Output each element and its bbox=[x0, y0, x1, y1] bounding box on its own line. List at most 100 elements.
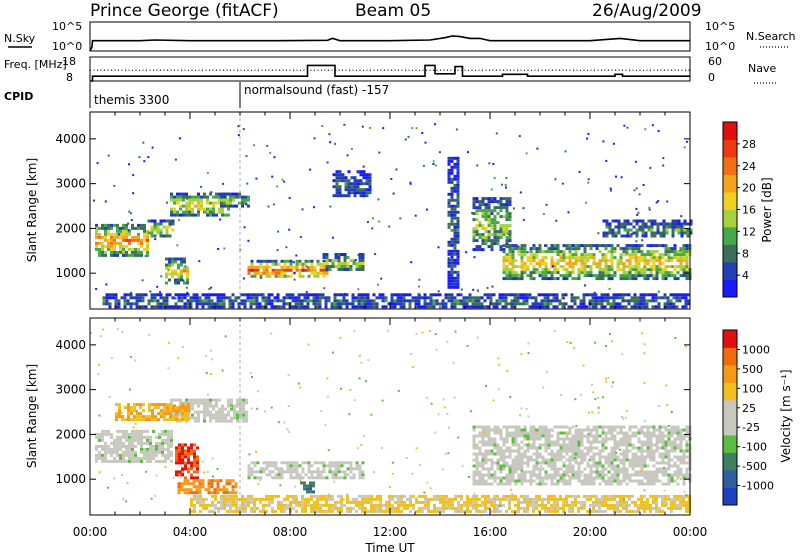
data-cell bbox=[162, 219, 166, 223]
data-cell bbox=[247, 473, 251, 477]
freq-left-tick-bottom: 8 bbox=[66, 71, 73, 84]
data-cell bbox=[168, 266, 171, 270]
data-cell bbox=[478, 461, 482, 465]
data-cell bbox=[625, 277, 629, 281]
data-cell bbox=[640, 458, 644, 462]
data-cell bbox=[665, 225, 669, 229]
data-cell bbox=[618, 302, 622, 306]
data-cell bbox=[526, 268, 530, 272]
data-cell bbox=[589, 443, 593, 447]
data-cell bbox=[505, 197, 509, 201]
data-cell bbox=[153, 293, 157, 297]
data-cell bbox=[678, 296, 682, 300]
noise-cell bbox=[142, 141, 145, 144]
data-cell bbox=[649, 434, 653, 438]
data-cell bbox=[576, 296, 580, 300]
data-cell bbox=[613, 470, 617, 474]
noise-cell bbox=[587, 181, 590, 184]
data-cell bbox=[472, 482, 476, 486]
data-cell bbox=[661, 277, 665, 281]
data-cell bbox=[292, 464, 296, 468]
data-cell bbox=[304, 506, 307, 510]
data-cell bbox=[538, 509, 541, 513]
data-cell bbox=[277, 506, 280, 510]
data-cell bbox=[508, 274, 512, 278]
data-cell bbox=[471, 305, 475, 309]
data-cell bbox=[574, 431, 578, 435]
data-cell bbox=[580, 262, 584, 266]
data-cell bbox=[511, 256, 515, 260]
data-cell bbox=[562, 500, 565, 504]
data-cell bbox=[366, 293, 370, 297]
data-cell bbox=[234, 491, 238, 495]
data-cell bbox=[583, 452, 587, 456]
data-cell bbox=[493, 425, 497, 429]
data-cell bbox=[447, 204, 451, 208]
data-cell bbox=[101, 447, 104, 451]
data-cell bbox=[478, 503, 481, 507]
data-cell bbox=[116, 253, 119, 257]
data-cell bbox=[685, 431, 689, 435]
data-cell bbox=[176, 192, 179, 196]
data-cell bbox=[197, 401, 200, 405]
data-cell bbox=[562, 509, 565, 513]
data-cell bbox=[618, 296, 622, 300]
data-cell bbox=[523, 497, 526, 501]
data-cell bbox=[262, 271, 266, 275]
data-cell bbox=[193, 455, 196, 459]
data-cell bbox=[577, 464, 581, 468]
data-cell bbox=[453, 252, 457, 256]
data-cell bbox=[640, 259, 644, 263]
data-cell bbox=[301, 274, 305, 278]
data-cell bbox=[242, 401, 245, 405]
data-cell bbox=[684, 302, 688, 306]
data-cell bbox=[529, 274, 533, 278]
data-cell bbox=[203, 416, 206, 420]
data-cell bbox=[456, 302, 460, 306]
power-colorbar-label: Power [dB] bbox=[760, 177, 774, 242]
data-cell bbox=[364, 494, 367, 498]
data-cell bbox=[421, 506, 424, 510]
data-cell bbox=[253, 271, 257, 275]
data-cell bbox=[513, 293, 517, 297]
data-cell bbox=[580, 452, 584, 456]
data-cell bbox=[436, 506, 439, 510]
data-cell bbox=[165, 281, 168, 285]
data-cell bbox=[412, 494, 415, 498]
data-cell bbox=[116, 232, 119, 236]
data-cell bbox=[628, 440, 632, 444]
data-cell bbox=[197, 198, 200, 202]
data-cell bbox=[535, 428, 539, 432]
data-cell bbox=[307, 503, 310, 507]
data-cell bbox=[481, 434, 485, 438]
data-cell bbox=[478, 464, 482, 468]
data-cell bbox=[562, 431, 566, 435]
data-cell bbox=[316, 497, 319, 501]
data-cell bbox=[165, 266, 168, 270]
data-cell bbox=[552, 305, 556, 309]
data-cell bbox=[352, 500, 355, 504]
data-cell bbox=[312, 296, 316, 300]
data-cell bbox=[337, 506, 340, 510]
data-cell bbox=[641, 222, 645, 226]
data-cell bbox=[271, 268, 275, 272]
data-cell bbox=[346, 500, 349, 504]
data-cell bbox=[250, 497, 253, 501]
data-cell bbox=[669, 299, 673, 303]
data-cell bbox=[643, 464, 647, 468]
data-cell bbox=[268, 464, 272, 468]
data-cell bbox=[134, 438, 137, 442]
data-cell bbox=[191, 407, 194, 411]
data-cell bbox=[517, 479, 521, 483]
data-cell bbox=[282, 302, 286, 306]
data-cell bbox=[670, 259, 674, 263]
data-cell bbox=[113, 223, 116, 227]
data-cell bbox=[339, 305, 343, 309]
data-cell bbox=[193, 509, 196, 513]
data-cell bbox=[613, 452, 617, 456]
noise-cell bbox=[334, 142, 337, 145]
data-cell bbox=[137, 459, 140, 463]
data-cell bbox=[220, 497, 223, 501]
data-cell bbox=[271, 509, 274, 513]
data-cell bbox=[472, 248, 476, 252]
